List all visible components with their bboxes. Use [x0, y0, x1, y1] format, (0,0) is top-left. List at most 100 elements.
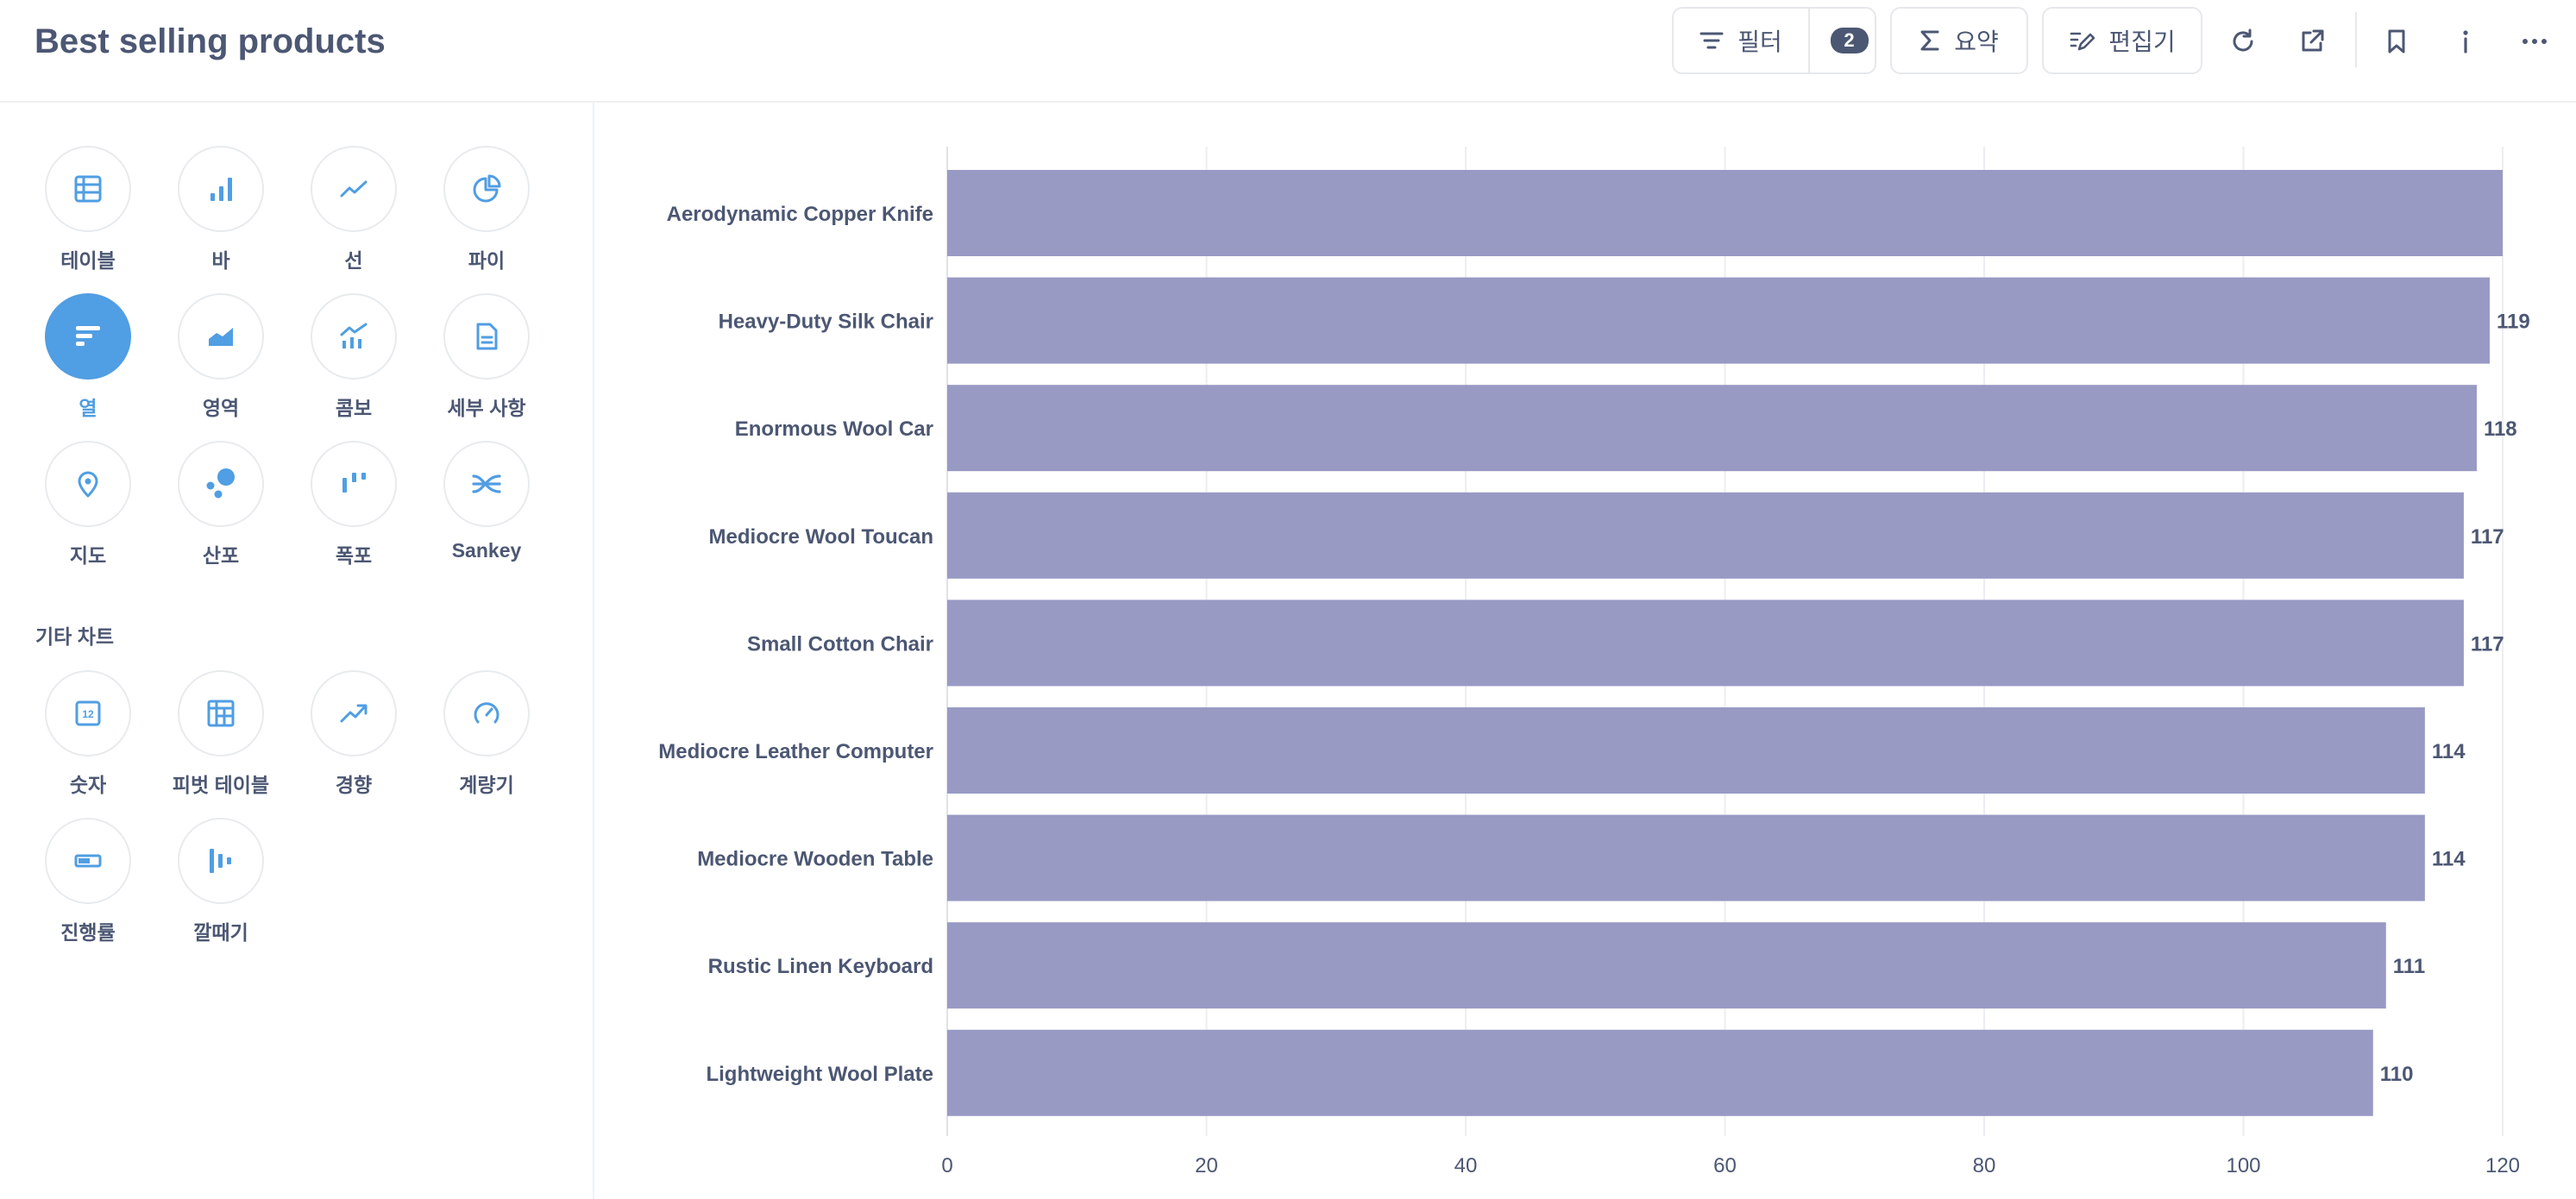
- category-label: Mediocre Wool Toucan: [709, 525, 933, 549]
- editor-button[interactable]: 편집기: [2042, 7, 2202, 74]
- bar[interactable]: [947, 1029, 2373, 1116]
- other-charts-heading: 기타 차트: [35, 625, 115, 648]
- filter-count-badge: 2: [1830, 28, 1869, 53]
- bar-chart-icon: [210, 178, 232, 201]
- bar[interactable]: [947, 814, 2425, 901]
- data-label: 117: [2471, 632, 2504, 656]
- x-tick-label: 20: [1195, 1154, 1218, 1177]
- funnel-icon: [210, 849, 231, 873]
- chart-type-table[interactable]: 테이블: [36, 146, 140, 275]
- share-button[interactable]: [2291, 21, 2333, 62]
- line-chart-icon: [340, 180, 368, 198]
- category-label: Mediocre Leather Computer: [658, 740, 933, 763]
- category-label: Rustic Linen Keyboard: [708, 955, 933, 978]
- chart-type-label: 열: [79, 397, 97, 419]
- progress-icon: [74, 854, 102, 868]
- x-tick-label: 60: [1713, 1154, 1737, 1177]
- category-label: Enormous Wool Car: [735, 417, 933, 441]
- more-button[interactable]: [2514, 21, 2555, 62]
- data-label: 117: [2471, 525, 2504, 549]
- bar[interactable]: [947, 600, 2464, 687]
- scatter-icon: [206, 468, 235, 499]
- chart-type-sidebar: 테이블 바 선 파이 열 영역 콤보 세부 사항 지도 산포 폭포: [0, 103, 594, 1199]
- chart-type-label: 피벗 테이블: [172, 774, 270, 796]
- gauge-icon: [474, 702, 499, 724]
- chart-type-map[interactable]: 지도: [36, 441, 140, 570]
- chart-type-row[interactable]: 열: [36, 293, 140, 423]
- refresh-button[interactable]: [2222, 21, 2264, 62]
- combo-chart-icon: [340, 323, 368, 348]
- bookmark-button[interactable]: [2376, 21, 2417, 62]
- table-icon: [74, 175, 102, 203]
- chart-type-progress[interactable]: 진행률: [36, 818, 140, 947]
- svg-text:12: 12: [82, 708, 94, 720]
- bar[interactable]: [947, 492, 2464, 579]
- x-tick-label: 100: [2226, 1154, 2260, 1177]
- header: Best selling products 필터 2 요약 편집기: [0, 0, 2576, 103]
- data-label: 111: [2393, 955, 2425, 978]
- data-label: 119: [2497, 311, 2530, 334]
- chart-type-bar[interactable]: 바: [169, 146, 273, 275]
- share-icon: [2302, 29, 2324, 52]
- data-label: 114: [2432, 848, 2466, 871]
- x-tick-label: 120: [2485, 1154, 2520, 1177]
- chart-type-details[interactable]: 세부 사항: [435, 293, 538, 423]
- chart-type-label: 세부 사항: [447, 397, 526, 419]
- chart-type-funnel[interactable]: 깔때기: [169, 818, 273, 947]
- filter-button[interactable]: 필터: [1674, 9, 1810, 72]
- chart-type-pivot[interactable]: 피벗 테이블: [169, 670, 273, 800]
- row-chart: 0 20 40 60 80 100 120 Aerodynamic Copper Knife H…: [658, 147, 2530, 1177]
- chart-type-line[interactable]: 선: [302, 146, 405, 275]
- chart-type-trend[interactable]: 경향: [302, 670, 405, 800]
- x-tick-label: 40: [1454, 1154, 1478, 1177]
- chart-type-pie[interactable]: 파이: [435, 146, 538, 275]
- category-label: Small Cotton Chair: [747, 632, 933, 656]
- chart-area: 0 20 40 60 80 100 120 Aerodynamic Copper Knife H…: [596, 103, 2576, 1199]
- info-button[interactable]: [2445, 21, 2486, 62]
- chart-type-label: 선: [344, 249, 363, 272]
- chart-type-label: 테이블: [60, 249, 116, 272]
- chart-type-number[interactable]: 12 숫자: [36, 670, 140, 800]
- summarize-label: 요약: [1954, 28, 1999, 55]
- bar[interactable]: [947, 385, 2477, 472]
- chart-type-waterfall[interactable]: 폭포: [302, 441, 405, 570]
- bar[interactable]: [947, 277, 2490, 364]
- category-label: Mediocre Wooden Table: [697, 848, 933, 871]
- chart-type-label: 폭포: [335, 544, 373, 567]
- chart-type-label: 경향: [335, 774, 373, 796]
- page-title: Best selling products: [35, 22, 386, 60]
- chart-type-sankey[interactable]: Sankey: [435, 441, 538, 570]
- chart-type-label: 영역: [202, 397, 240, 419]
- summarize-button[interactable]: 요약: [1890, 7, 2028, 74]
- category-label: Heavy-Duty Silk Chair: [719, 311, 933, 334]
- chart-type-label: 콤보: [335, 397, 373, 419]
- sankey-icon: [472, 474, 501, 493]
- row-chart-icon: [76, 326, 100, 346]
- chart-type-combo[interactable]: 콤보: [302, 293, 405, 423]
- bar[interactable]: [947, 922, 2386, 1009]
- chart-type-label: 지도: [69, 544, 107, 567]
- refresh-icon: [2233, 28, 2253, 52]
- map-pin-icon: [78, 471, 98, 498]
- chart-type-gauge[interactable]: 계량기: [435, 670, 538, 800]
- editor-label: 편집기: [2108, 28, 2176, 55]
- pie-chart-icon: [473, 174, 501, 203]
- trend-icon: [340, 704, 368, 723]
- chart-type-label: Sankey: [451, 539, 522, 562]
- chart-type-label: 바: [211, 249, 230, 272]
- filter-button-group[interactable]: 필터 2: [1672, 7, 1876, 74]
- chart-type-label: 산포: [202, 544, 240, 567]
- bar[interactable]: [947, 170, 2503, 256]
- chart-type-label: 진행률: [60, 921, 116, 944]
- area-chart-icon: [209, 328, 233, 346]
- chart-type-label: 숫자: [69, 774, 107, 796]
- number-icon: 12: [75, 700, 101, 726]
- x-tick-label: 80: [1973, 1154, 1996, 1177]
- filter-count-toggle[interactable]: 2: [1824, 28, 1875, 53]
- category-label: Lightweight Wool Plate: [706, 1063, 933, 1086]
- info-icon: [2463, 30, 2468, 53]
- bar[interactable]: [947, 707, 2425, 794]
- x-tick-label: 0: [941, 1154, 952, 1177]
- chart-type-area[interactable]: 영역: [169, 293, 273, 423]
- chart-type-scatter[interactable]: 산포: [169, 441, 273, 570]
